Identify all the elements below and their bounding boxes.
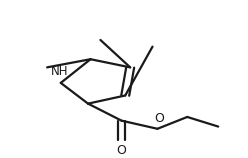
Text: O: O [154, 112, 164, 125]
Text: NH: NH [51, 65, 68, 78]
Text: O: O [117, 144, 126, 157]
